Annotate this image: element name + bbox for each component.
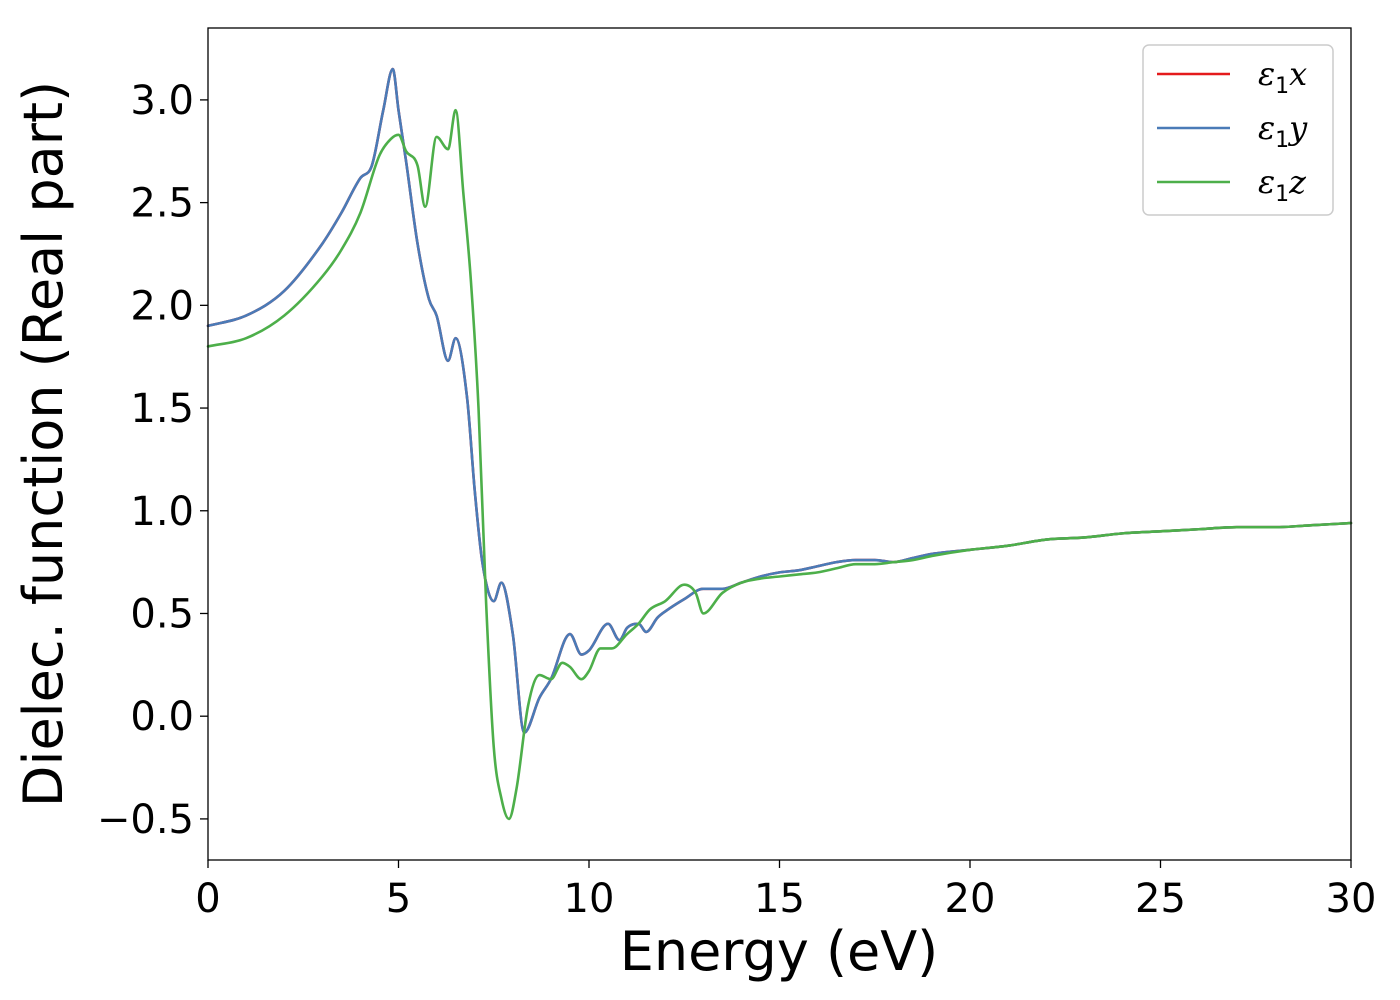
x-tick-label: 15 bbox=[754, 876, 805, 922]
y-tick-label: 0.5 bbox=[130, 591, 194, 637]
y-tick-label: 0.0 bbox=[130, 694, 194, 740]
x-tick-label: 10 bbox=[564, 876, 615, 922]
series-line-z bbox=[206, 108, 1353, 821]
x-tick-label: 20 bbox=[945, 876, 996, 922]
y-tick-label: −0.5 bbox=[97, 797, 194, 843]
x-tick-label: 30 bbox=[1326, 876, 1377, 922]
y-tick-label: 2.5 bbox=[130, 181, 194, 227]
plot-lines bbox=[206, 67, 1353, 821]
y-axis-label: Dielec. function (Real part) bbox=[12, 81, 75, 807]
legend-label-y: ε1y bbox=[1258, 109, 1308, 153]
legend: ε1x ε1y ε1z bbox=[1142, 44, 1334, 216]
legend-label-x: ε1x bbox=[1258, 55, 1307, 99]
axis-ticks: 0 5 10 15 20 25 30 −0.5 0.0 0.5 1.0 1.5 2.0 2.5 3.0 bbox=[97, 78, 1377, 922]
y-tick-label: 2.0 bbox=[130, 283, 194, 329]
legend-label-z: ε1z bbox=[1258, 163, 1307, 207]
y-tick-label: 3.0 bbox=[130, 78, 194, 124]
x-tick-label: 0 bbox=[195, 876, 220, 922]
legend-box bbox=[1142, 44, 1334, 216]
x-tick-label: 5 bbox=[386, 876, 411, 922]
x-axis-label: Energy (eV) bbox=[620, 920, 939, 983]
x-tick-label: 25 bbox=[1135, 876, 1186, 922]
y-tick-label: 1.5 bbox=[130, 386, 194, 432]
y-tick-label: 1.0 bbox=[130, 489, 194, 535]
